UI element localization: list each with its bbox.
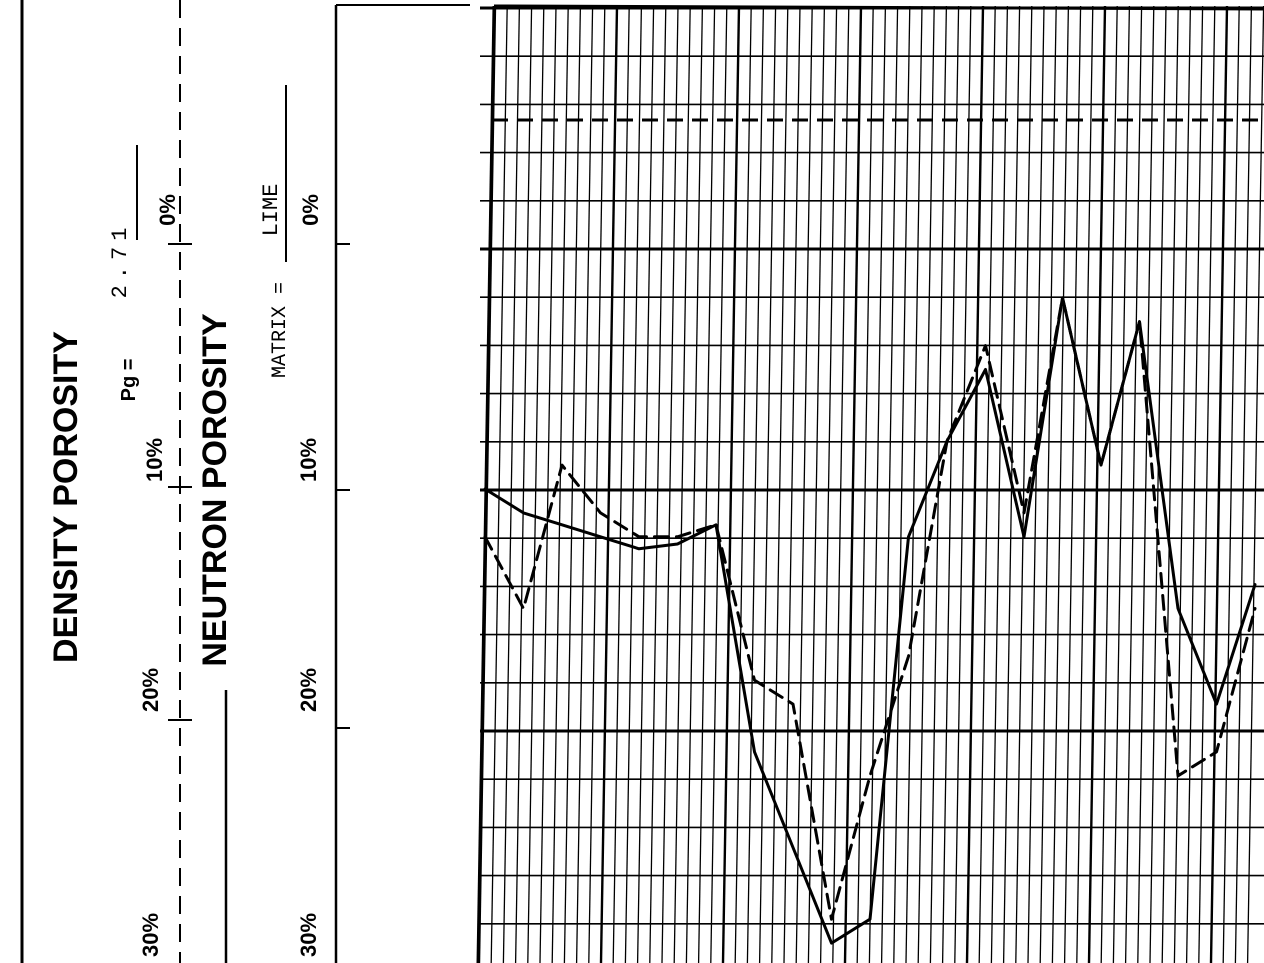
density-scale-30: 30% xyxy=(138,913,163,957)
grid-col-line xyxy=(880,5,899,963)
grid-col-line xyxy=(1051,5,1070,963)
grid-col-line xyxy=(1198,5,1216,963)
grid-col-line xyxy=(588,5,606,963)
grid-col-line xyxy=(1027,5,1045,963)
grid-col-line xyxy=(563,5,582,963)
grid-col-line xyxy=(514,5,533,963)
grid-col-line xyxy=(807,5,826,963)
neutron-scale-30: 30% xyxy=(296,913,321,957)
grid-col-line xyxy=(795,5,813,963)
grid-col-line xyxy=(783,5,801,963)
grid-col-line xyxy=(685,5,704,963)
grid-col-line xyxy=(599,5,619,963)
neutron-scale-20: 20% xyxy=(296,668,321,712)
grid-col-line xyxy=(1137,5,1155,963)
grid-col-line xyxy=(527,5,545,963)
neutron-scale-0: 0% xyxy=(298,194,323,226)
grid-col-line xyxy=(954,5,972,963)
grid-left-border xyxy=(476,5,496,963)
grid-col-line xyxy=(856,5,874,963)
density-scale-10: 10% xyxy=(142,438,167,482)
density-scale-0: 0% xyxy=(155,194,180,226)
grid-col-line xyxy=(1112,5,1131,963)
grid-col-line xyxy=(1063,5,1082,963)
grid-col-line xyxy=(978,5,996,963)
grid-col-line xyxy=(1209,5,1229,963)
grid-col-line xyxy=(721,5,741,963)
grid-col-line xyxy=(941,5,960,963)
grid-col-line xyxy=(636,5,655,963)
grid-col-line xyxy=(649,5,667,963)
neutron-param-value: LIME xyxy=(259,184,284,237)
grid-col-line xyxy=(624,5,643,963)
grid-col-line xyxy=(734,5,752,963)
grid-col-line xyxy=(697,5,716,963)
neutron-porosity-curve xyxy=(483,296,1257,921)
density-param-value: 2.71 xyxy=(108,222,133,299)
grid-col-line xyxy=(1185,5,1204,963)
grid-col-line xyxy=(673,5,691,963)
density-scale-20: 20% xyxy=(138,668,163,712)
grid-col-line xyxy=(1124,5,1143,963)
grid-col-line xyxy=(1161,5,1179,963)
grid-col-line xyxy=(710,5,728,963)
grid-col-line xyxy=(965,5,985,963)
density-param-label: Pg = xyxy=(118,359,140,402)
neutron-scale-10: 10% xyxy=(296,438,321,482)
grid-col-line xyxy=(1222,5,1240,963)
grid-col-line xyxy=(758,5,777,963)
grid-col-line xyxy=(1087,5,1107,963)
grid-col-line xyxy=(661,5,679,963)
grid-col-line xyxy=(771,5,789,963)
grid-col-line xyxy=(1039,5,1057,963)
grid-col-line xyxy=(502,5,521,963)
grid-col-line xyxy=(575,5,594,963)
grid-col-line xyxy=(1076,5,1094,963)
grid-col-line xyxy=(905,5,923,963)
grid-col-line xyxy=(1246,5,1264,963)
grid-top-border xyxy=(493,4,1264,11)
grid-col-line xyxy=(868,5,887,963)
grid-col-line xyxy=(1149,5,1167,963)
grid-col-line xyxy=(1015,5,1033,963)
grid-col-line xyxy=(1234,5,1253,963)
grid-col-line xyxy=(893,5,911,963)
grid-col-line xyxy=(612,5,630,963)
grid-col-line xyxy=(746,5,765,963)
log-curves xyxy=(483,296,1257,945)
neutron-porosity-title: NEUTRON POROSITY xyxy=(196,313,234,667)
grid-col-line xyxy=(551,5,569,963)
density-porosity-title: DENSITY POROSITY xyxy=(47,331,85,663)
neutron-param-label: MATRIX = xyxy=(269,282,292,378)
grid-col-line xyxy=(917,5,935,963)
grid-col-line xyxy=(990,5,1009,963)
grid-col-line xyxy=(539,5,557,963)
log-grid xyxy=(476,4,1264,963)
grid-col-line xyxy=(1100,5,1118,963)
grid-col-line xyxy=(819,5,838,963)
grid-col-line xyxy=(832,5,850,963)
grid-col-line xyxy=(1173,5,1192,963)
grid-col-line xyxy=(490,5,508,963)
grid-col-line xyxy=(843,5,863,963)
